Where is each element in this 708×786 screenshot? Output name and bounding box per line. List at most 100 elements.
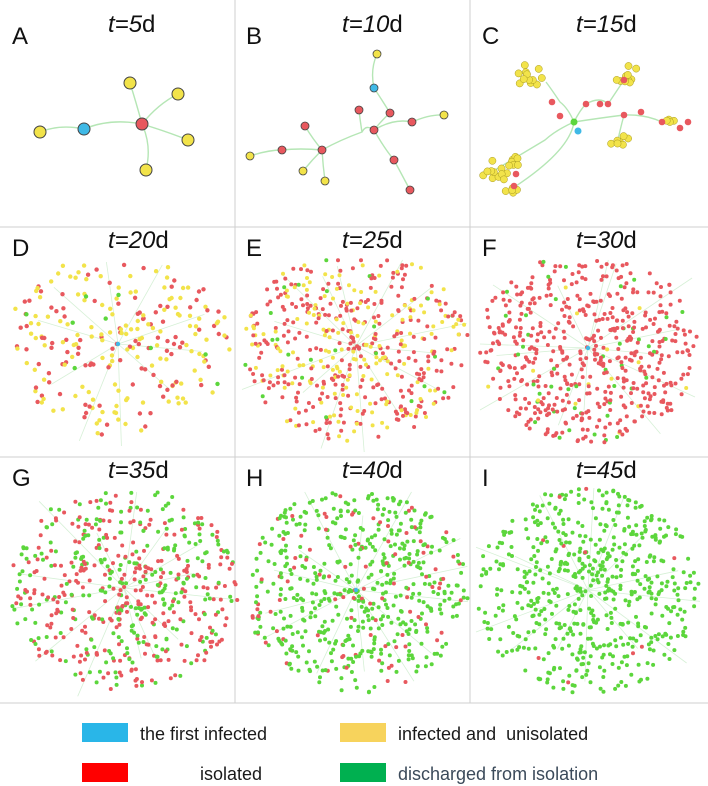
node-infected xyxy=(402,303,407,308)
node-infected xyxy=(58,319,63,324)
node-discharged xyxy=(613,638,618,643)
node-isolated xyxy=(557,494,562,499)
node-isolated xyxy=(235,598,240,602)
node-isolated xyxy=(250,614,255,619)
node-discharged xyxy=(688,573,693,578)
node-isolated xyxy=(123,554,128,559)
node-discharged xyxy=(570,690,575,695)
node-isolated xyxy=(595,424,599,429)
node-isolated xyxy=(169,284,174,289)
node-isolated xyxy=(103,599,108,604)
node-discharged xyxy=(308,615,313,620)
node-isolated xyxy=(58,658,63,663)
node-discharged xyxy=(637,595,642,600)
node-isolated xyxy=(338,313,343,318)
node-discharged xyxy=(655,637,660,642)
node-discharged xyxy=(303,629,308,634)
node-isolated xyxy=(94,267,99,272)
node-discharged xyxy=(483,610,488,615)
node-isolated xyxy=(580,411,585,416)
panel-time-label: t=35d xyxy=(108,457,169,484)
node-discharged xyxy=(320,624,325,629)
node-discharged xyxy=(646,344,651,349)
node-discharged xyxy=(601,652,606,657)
node-infected xyxy=(331,296,335,301)
node-isolated xyxy=(578,357,583,362)
node-isolated xyxy=(383,396,387,401)
node-discharged xyxy=(526,630,531,635)
node-infected xyxy=(210,390,215,395)
node-discharged xyxy=(402,543,407,548)
node-infected xyxy=(433,388,438,393)
panel-time-label: t=45d xyxy=(576,457,637,484)
node-isolated xyxy=(360,378,365,383)
node-discharged xyxy=(551,643,556,648)
node-isolated xyxy=(80,628,85,633)
node-isolated xyxy=(173,334,178,340)
node-infected xyxy=(112,382,118,387)
node-isolated xyxy=(588,374,593,379)
node-discharged xyxy=(638,504,643,509)
node-isolated xyxy=(296,390,300,395)
node-infected xyxy=(80,384,85,389)
node-isolated xyxy=(157,383,163,389)
node-isolated xyxy=(163,649,168,654)
node-isolated xyxy=(673,381,678,386)
node-discharged xyxy=(451,538,456,543)
node-isolated xyxy=(370,341,375,346)
node-isolated xyxy=(101,518,106,523)
node-discharged xyxy=(356,511,361,515)
node-discharged xyxy=(604,583,609,588)
edge xyxy=(106,261,119,345)
node-isolated xyxy=(189,605,193,610)
node-isolated xyxy=(377,321,382,326)
edge xyxy=(35,587,125,662)
node-isolated xyxy=(385,679,390,683)
node-isolated xyxy=(539,400,544,405)
node-first-infected xyxy=(77,122,91,136)
node-isolated xyxy=(635,386,640,391)
node-isolated xyxy=(232,580,237,585)
node-isolated xyxy=(514,325,518,330)
node-isolated xyxy=(409,391,414,396)
node-discharged xyxy=(504,650,509,654)
node-discharged xyxy=(87,670,92,675)
node-infected xyxy=(42,343,47,348)
node-discharged xyxy=(530,614,535,619)
node-discharged xyxy=(143,577,148,582)
node-isolated xyxy=(584,486,589,491)
node-discharged xyxy=(300,605,305,610)
node-discharged xyxy=(170,626,175,631)
node-discharged xyxy=(132,630,137,635)
node-discharged xyxy=(324,258,329,263)
node-isolated xyxy=(197,327,202,332)
node-isolated xyxy=(585,427,590,432)
node-discharged xyxy=(533,646,538,651)
node-discharged xyxy=(553,505,558,510)
node-infected xyxy=(352,288,357,293)
node-isolated xyxy=(546,286,551,291)
node-isolated xyxy=(647,397,652,402)
node-isolated xyxy=(403,644,408,649)
node-isolated xyxy=(37,653,42,658)
node-isolated xyxy=(346,393,351,398)
node-discharged xyxy=(606,588,610,593)
node-isolated xyxy=(519,311,524,316)
node-discharged xyxy=(588,654,593,659)
node-discharged xyxy=(581,655,586,660)
node-infected xyxy=(268,373,273,378)
node-discharged xyxy=(379,647,383,652)
node-discharged xyxy=(561,531,566,536)
node-isolated xyxy=(531,360,536,365)
node-discharged xyxy=(420,611,424,616)
node-isolated xyxy=(97,403,102,408)
node-discharged xyxy=(338,592,343,597)
node-isolated xyxy=(548,303,553,308)
node-isolated xyxy=(445,347,450,352)
node-isolated xyxy=(524,406,528,411)
node-discharged xyxy=(407,642,412,647)
node-isolated xyxy=(326,313,331,318)
node-isolated xyxy=(305,268,310,273)
node-discharged xyxy=(156,529,161,534)
node-discharged xyxy=(638,582,643,587)
